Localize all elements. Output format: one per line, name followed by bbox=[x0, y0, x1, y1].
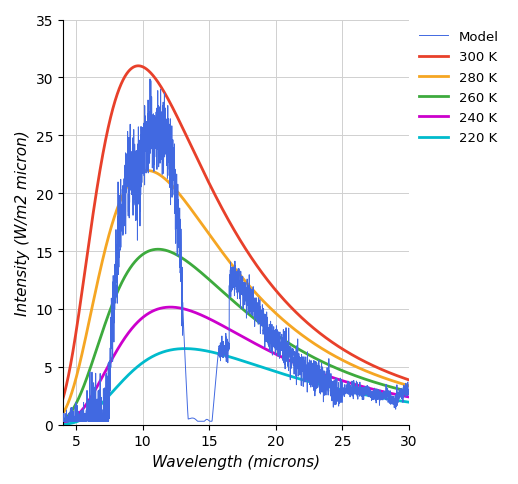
Model bbox=[399, 388, 406, 393]
240 K bbox=[267, 349, 274, 355]
220 K bbox=[406, 399, 412, 405]
Line: 240 K: 240 K bbox=[63, 307, 409, 424]
240 K bbox=[60, 421, 66, 426]
220 K bbox=[192, 347, 198, 352]
240 K bbox=[318, 371, 324, 377]
300 K bbox=[285, 302, 291, 307]
260 K bbox=[406, 389, 412, 394]
240 K bbox=[192, 310, 198, 316]
280 K bbox=[267, 306, 274, 312]
Model bbox=[406, 389, 412, 394]
280 K bbox=[318, 346, 324, 351]
300 K bbox=[318, 332, 324, 337]
X-axis label: Wavelength (microns): Wavelength (microns) bbox=[152, 454, 320, 469]
Line: 300 K: 300 K bbox=[63, 67, 409, 399]
Line: 220 K: 220 K bbox=[63, 349, 409, 424]
Model bbox=[147, 77, 153, 83]
220 K bbox=[318, 382, 324, 388]
300 K bbox=[344, 349, 351, 355]
300 K bbox=[192, 152, 198, 158]
280 K bbox=[406, 383, 412, 389]
240 K bbox=[167, 304, 174, 310]
Model bbox=[362, 384, 368, 390]
220 K bbox=[344, 389, 351, 394]
220 K bbox=[285, 373, 291, 378]
220 K bbox=[123, 375, 129, 381]
Line: 280 K: 280 K bbox=[63, 171, 409, 414]
300 K bbox=[135, 64, 141, 70]
260 K bbox=[267, 328, 274, 334]
260 K bbox=[344, 370, 351, 376]
Model bbox=[120, 186, 126, 192]
240 K bbox=[123, 334, 129, 340]
Model bbox=[60, 419, 66, 424]
220 K bbox=[60, 422, 66, 427]
300 K bbox=[60, 396, 66, 402]
260 K bbox=[192, 265, 198, 271]
280 K bbox=[344, 360, 351, 366]
300 K bbox=[267, 281, 274, 287]
300 K bbox=[123, 73, 129, 79]
300 K bbox=[406, 377, 412, 383]
220 K bbox=[267, 367, 274, 373]
Line: Model: Model bbox=[63, 80, 409, 422]
220 K bbox=[182, 346, 188, 352]
Model bbox=[193, 417, 199, 423]
Line: 260 K: 260 K bbox=[63, 250, 409, 421]
240 K bbox=[344, 379, 351, 385]
260 K bbox=[318, 359, 324, 364]
280 K bbox=[60, 411, 66, 417]
Model bbox=[208, 419, 214, 424]
Model bbox=[60, 418, 66, 424]
Y-axis label: Intensity (W/m2 micron): Intensity (W/m2 micron) bbox=[15, 130, 30, 316]
240 K bbox=[406, 394, 412, 400]
260 K bbox=[285, 340, 291, 346]
260 K bbox=[155, 247, 161, 253]
280 K bbox=[123, 187, 129, 193]
240 K bbox=[285, 357, 291, 363]
280 K bbox=[145, 168, 151, 174]
280 K bbox=[192, 212, 198, 218]
260 K bbox=[60, 418, 66, 424]
280 K bbox=[285, 321, 291, 327]
260 K bbox=[123, 272, 129, 278]
Model bbox=[99, 419, 106, 424]
Legend: Model, 300 K, 280 K, 260 K, 240 K, 220 K: Model, 300 K, 280 K, 260 K, 240 K, 220 K bbox=[415, 27, 503, 149]
